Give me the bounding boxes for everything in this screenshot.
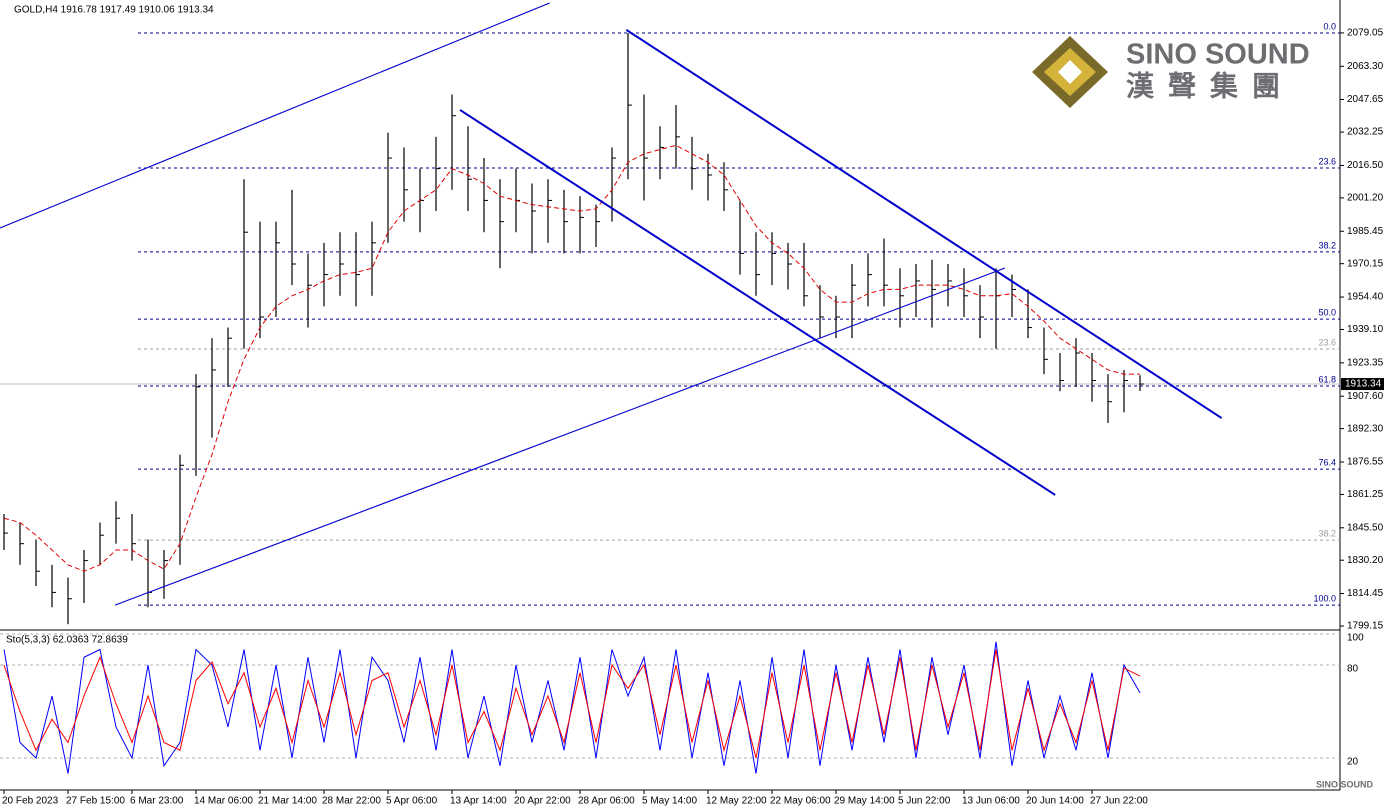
y-tick-label: 2079.05 bbox=[1347, 28, 1384, 39]
x-tick-label: 5 May 14:00 bbox=[642, 796, 697, 807]
fib-label: 76.4 bbox=[1318, 457, 1336, 467]
x-tick-label: 22 May 06:00 bbox=[770, 796, 831, 807]
x-tick-label: 29 May 14:00 bbox=[834, 796, 895, 807]
fib-label: 38.2 bbox=[1318, 240, 1336, 250]
last-price-label: 1913.34 bbox=[1345, 379, 1382, 390]
x-tick-label: 20 Jun 14:00 bbox=[1026, 796, 1084, 807]
trendline bbox=[0, 2, 550, 229]
y-tick-label: 80 bbox=[1347, 664, 1359, 675]
logo-brand: SINO SOUND bbox=[1126, 39, 1310, 71]
y-tick-label: 20 bbox=[1347, 757, 1359, 768]
x-tick-label: 13 Apr 14:00 bbox=[450, 796, 507, 807]
x-tick-label: 21 Mar 14:00 bbox=[258, 796, 317, 807]
fib-label: 38.2 bbox=[1318, 528, 1336, 538]
x-tick-label: 12 May 22:00 bbox=[706, 796, 767, 807]
y-tick-label: 1876.55 bbox=[1347, 457, 1384, 468]
x-tick-label: 20 Feb 2023 bbox=[2, 796, 59, 807]
x-tick-label: 28 Apr 06:00 bbox=[578, 796, 635, 807]
last-price-box bbox=[1341, 378, 1384, 391]
logo-chinese: 漢聲集團 bbox=[1126, 70, 1294, 101]
indicator-title: Sto(5,3,3) 62.0363 72.8639 bbox=[6, 635, 128, 646]
y-tick-label: 1799.15 bbox=[1347, 621, 1384, 632]
x-tick-label: 6 Mar 23:00 bbox=[130, 796, 184, 807]
x-tick-label: 5 Apr 06:00 bbox=[386, 796, 438, 807]
logo: SINO SOUND 漢聲集團 SINO SOUND bbox=[1032, 36, 1374, 789]
y-tick-label: 1814.45 bbox=[1347, 588, 1384, 599]
y-tick-label: 2063.30 bbox=[1347, 61, 1384, 72]
fib-label: 61.8 bbox=[1318, 374, 1336, 384]
y-tick-label: 1970.15 bbox=[1347, 258, 1384, 269]
stochastic-line bbox=[3, 649, 1141, 759]
y-tick-label: 1939.10 bbox=[1347, 324, 1384, 335]
y-tick-label: 1923.35 bbox=[1347, 357, 1384, 368]
fib-label: 100.0 bbox=[1313, 593, 1336, 603]
y-tick-label: 100 bbox=[1347, 633, 1364, 644]
moving-average bbox=[3, 144, 1140, 572]
x-tick-label: 28 Mar 22:00 bbox=[322, 796, 381, 807]
y-tick-label: 1985.45 bbox=[1347, 226, 1384, 237]
logo-core bbox=[1058, 60, 1082, 84]
chart-title: GOLD,H4 1916.78 1917.49 1910.06 1913.34 bbox=[14, 5, 214, 16]
x-tick-label: 20 Apr 22:00 bbox=[514, 796, 571, 807]
y-tick-label: 1954.40 bbox=[1347, 292, 1384, 303]
y-tick-label: 1907.60 bbox=[1347, 391, 1384, 402]
x-tick-label: 27 Jun 22:00 bbox=[1090, 796, 1148, 807]
y-tick-label: 1845.50 bbox=[1347, 522, 1384, 533]
y-tick-label: 1892.30 bbox=[1347, 423, 1384, 434]
x-tick-label: 5 Jun 22:00 bbox=[898, 796, 951, 807]
fib-label: 23.6 bbox=[1318, 337, 1336, 347]
y-tick-label: 1830.20 bbox=[1347, 555, 1384, 566]
fib-label: 50.0 bbox=[1318, 307, 1336, 317]
x-tick-label: 13 Jun 06:00 bbox=[962, 796, 1020, 807]
trendline bbox=[625, 29, 1223, 419]
trendline bbox=[459, 109, 1056, 496]
fib-label: 0.0 bbox=[1323, 21, 1336, 31]
y-tick-label: 2047.65 bbox=[1347, 94, 1384, 105]
stochastic-line bbox=[3, 641, 1141, 774]
y-tick-label: 2001.20 bbox=[1347, 193, 1384, 204]
x-tick-label: 14 Mar 06:00 bbox=[194, 796, 253, 807]
trendline bbox=[114, 267, 1006, 606]
y-tick-label: 2032.25 bbox=[1347, 127, 1384, 138]
y-tick-label: 1861.25 bbox=[1347, 489, 1384, 500]
corner-logo: SINO SOUND bbox=[1316, 779, 1374, 789]
fib-label: 23.6 bbox=[1318, 156, 1336, 166]
x-tick-label: 27 Feb 15:00 bbox=[66, 796, 125, 807]
y-tick-label: 2016.50 bbox=[1347, 160, 1384, 171]
